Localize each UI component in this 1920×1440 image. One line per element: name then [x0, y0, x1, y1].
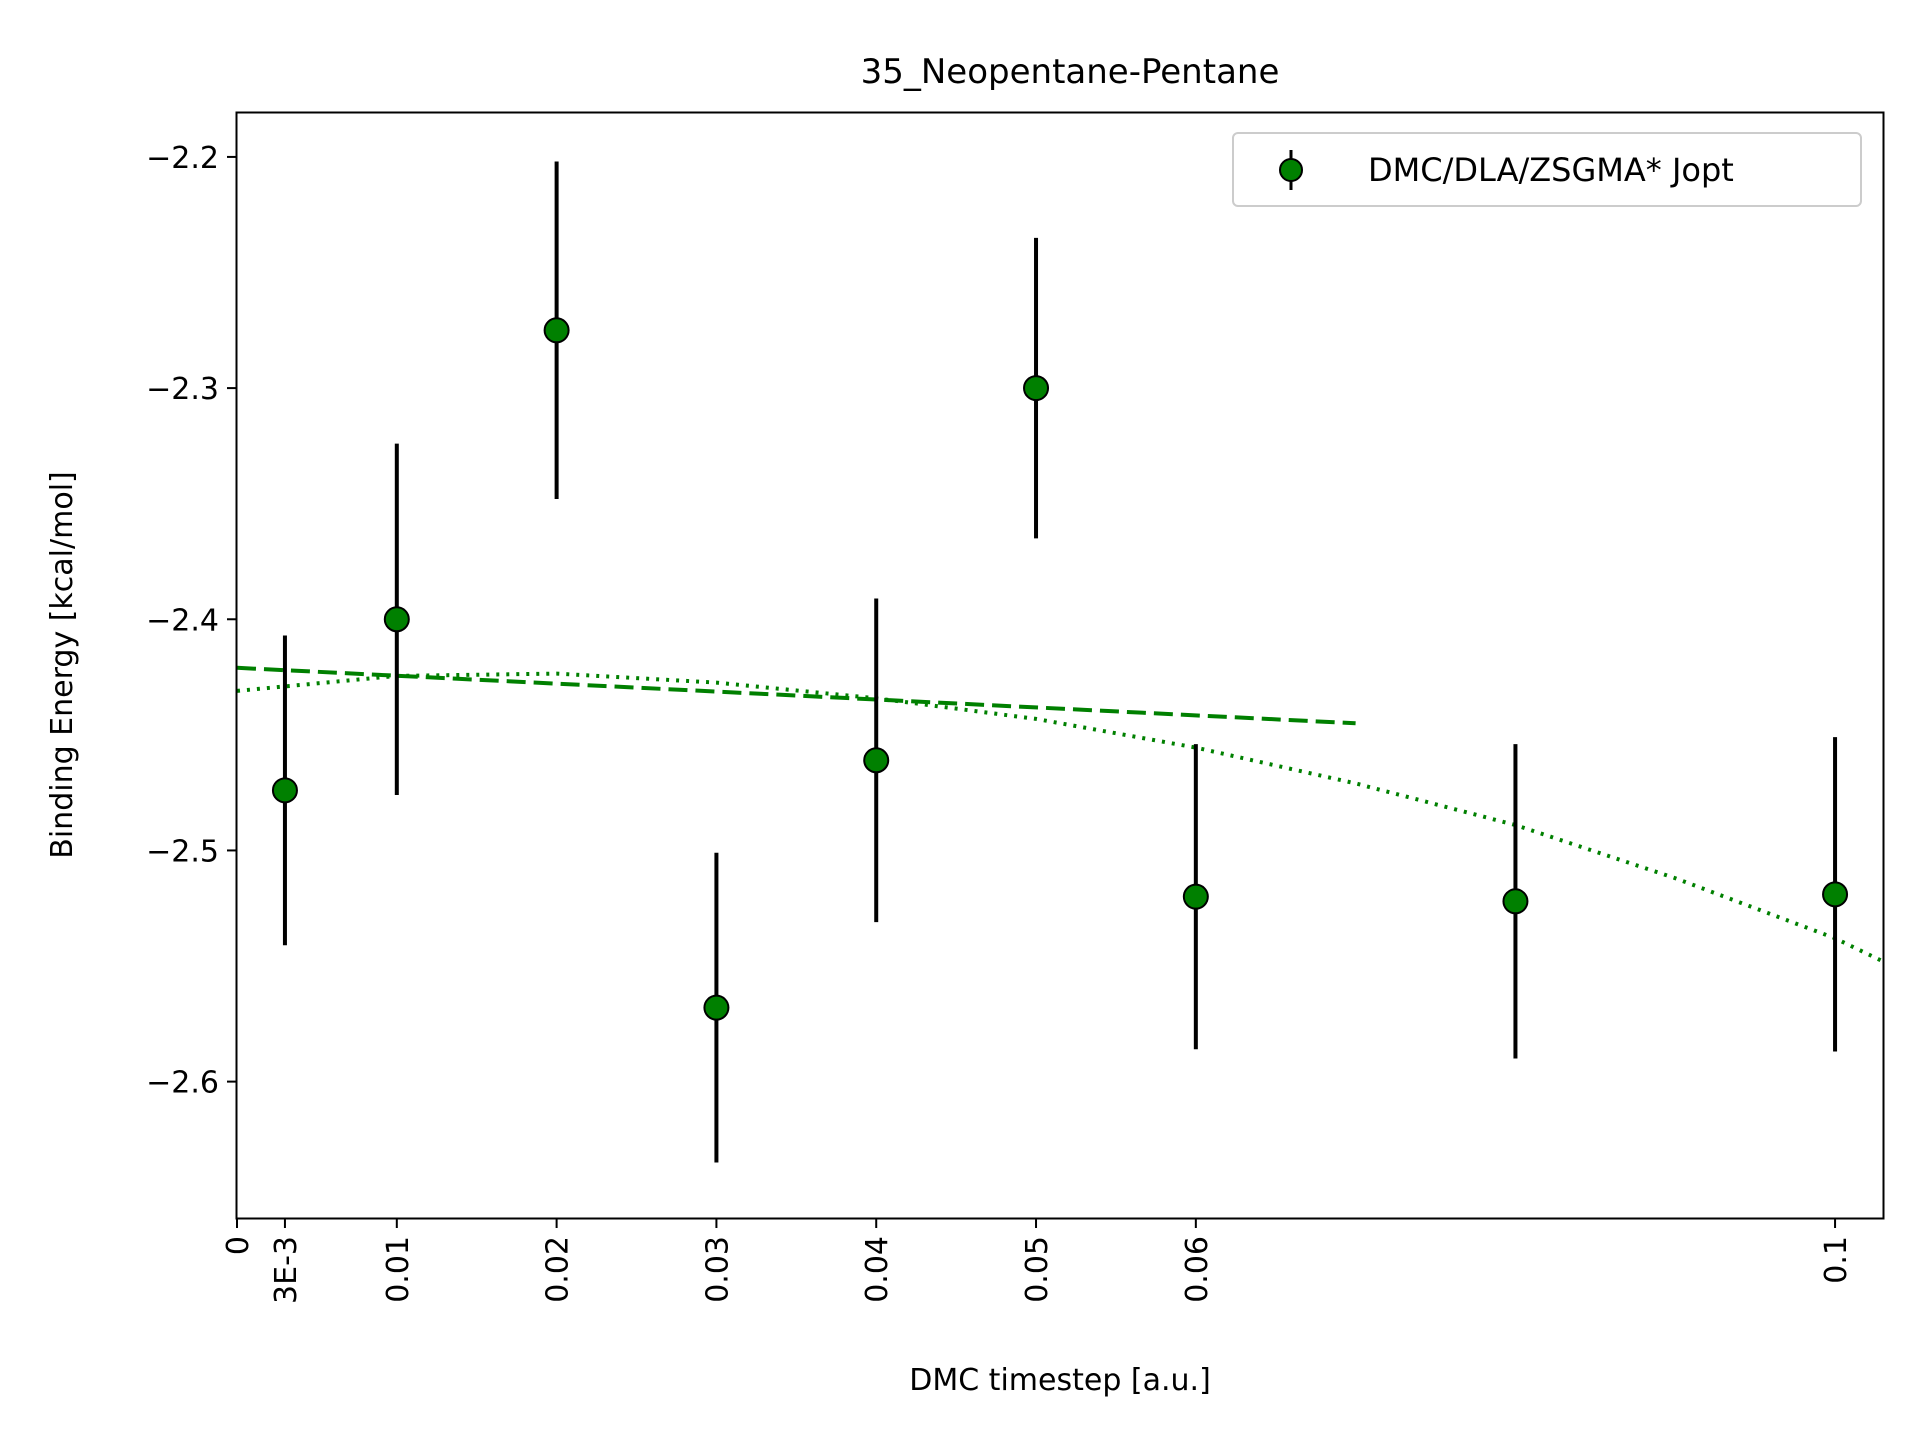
legend: DMC/DLA/ZSGMA* Jopt [1232, 132, 1862, 207]
data-point [703, 994, 730, 1021]
data-point [1822, 881, 1849, 908]
y-axis-label: Binding Energy [kcal/mol] [45, 471, 80, 858]
data-point [271, 777, 298, 804]
y-tick-label: −2.5 [146, 834, 219, 869]
legend-marker [1279, 158, 1303, 182]
y-tick-label: −2.2 [146, 141, 219, 176]
x-tick-label: 0.1 [1819, 1236, 1854, 1284]
chart-title: 35_Neopentane-Pentane [861, 52, 1280, 92]
y-tick-label: −2.4 [146, 603, 219, 638]
axes: 0 3E-3 0.01 0.02 0.03 0.04 0.05 0.06 0.1 −2.2 −2.3… [146, 141, 1854, 1304]
x-tick-label: 0.06 [1180, 1236, 1215, 1303]
data-point [1502, 888, 1529, 915]
y-tick-label: −2.6 [146, 1066, 219, 1101]
data-point [383, 606, 410, 633]
data-point [1182, 883, 1209, 910]
x-axis-label: DMC timestep [a.u.] [909, 1363, 1211, 1398]
data-point [543, 317, 570, 344]
x-tick-label: 0 [221, 1236, 256, 1255]
fit-line-dashed [236, 665, 1356, 726]
y-tick-label: −2.3 [146, 372, 219, 407]
fit-line-dotted [236, 671, 1884, 964]
plot-area [236, 161, 1884, 1163]
x-tick-label: 0.03 [700, 1236, 735, 1303]
x-tick-label: 0.05 [1020, 1236, 1055, 1303]
legend-box [1232, 132, 1862, 207]
x-tick-label: 0.02 [541, 1236, 576, 1303]
x-tick-label: 0.01 [381, 1236, 416, 1303]
legend-label: DMC/DLA/ZSGMA* Jopt [1368, 151, 1734, 189]
data-point [863, 747, 890, 774]
x-tick-label: 0.04 [860, 1236, 895, 1303]
plot-frame [235, 111, 1885, 1220]
x-tick-label: 3E-3 [269, 1236, 304, 1304]
data-point [1023, 375, 1050, 402]
